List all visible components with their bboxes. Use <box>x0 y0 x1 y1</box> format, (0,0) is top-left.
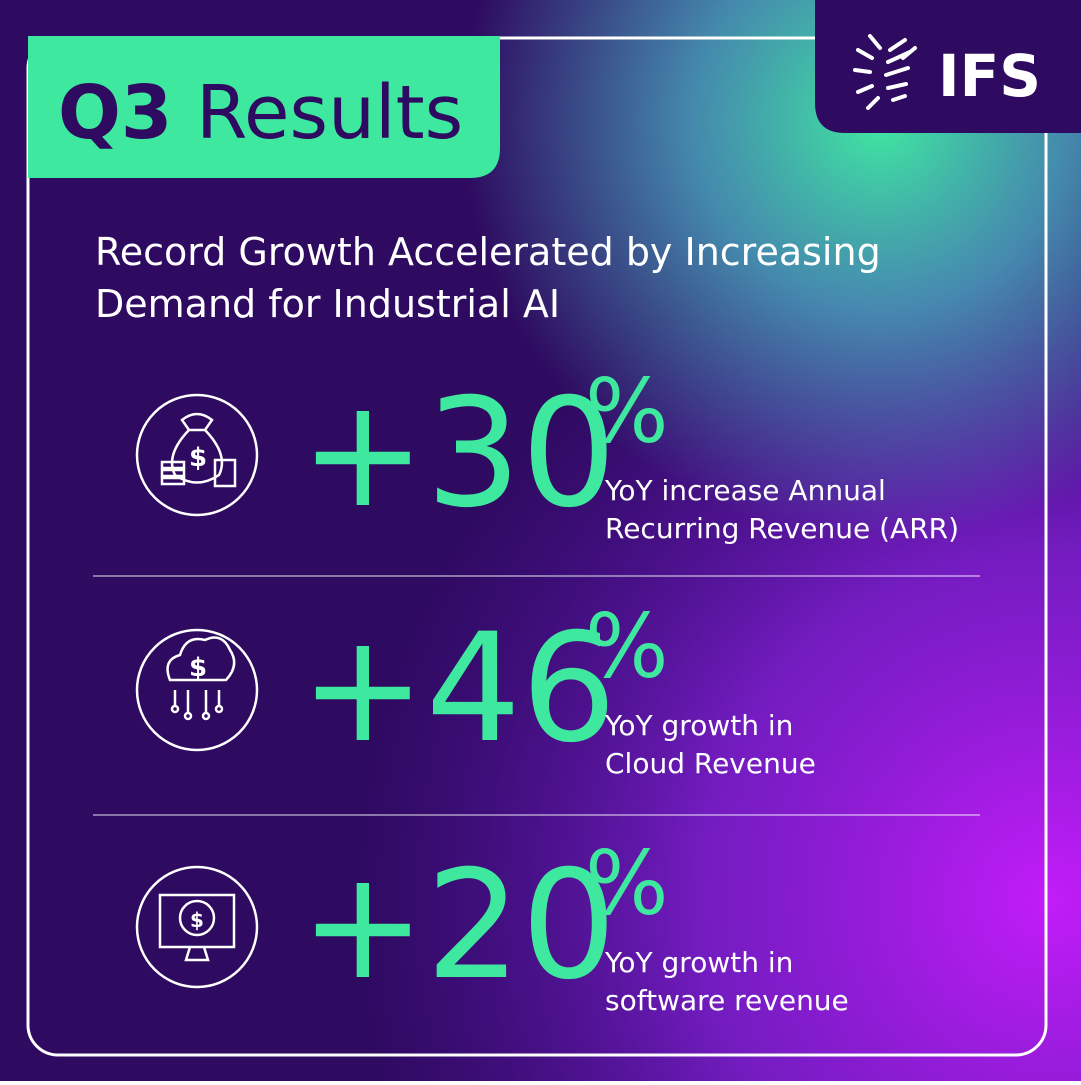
stat-unit: % <box>585 360 669 463</box>
stat-description: Recurring Revenue (ARR) <box>605 512 959 545</box>
stat-number: +30 <box>300 367 617 541</box>
stat-unit: % <box>585 832 669 935</box>
svg-text:$: $ <box>190 908 204 932</box>
title-bold: Q3 <box>58 70 172 156</box>
stat-number: +20 <box>300 839 617 1013</box>
stat-description: Cloud Revenue <box>605 747 816 780</box>
subtitle-line: Demand for Industrial AI <box>95 282 560 326</box>
title: Q3 Results <box>58 70 463 156</box>
stat-description: software revenue <box>605 984 849 1017</box>
svg-text:$: $ <box>189 653 207 683</box>
svg-text:$: $ <box>189 443 207 473</box>
icons <box>135 393 259 989</box>
logo-mark <box>853 34 917 110</box>
icon-dollars: $ $ $ <box>189 443 207 932</box>
subtitle-line: Record Growth Accelerated by Increasing <box>95 230 881 274</box>
stat-description: YoY growth in <box>604 946 793 979</box>
stat-description: YoY increase Annual <box>604 474 886 507</box>
logo-text: IFS <box>938 42 1041 110</box>
title-box <box>28 36 500 178</box>
title-rest: Results <box>196 70 463 156</box>
stat-unit: % <box>585 595 669 698</box>
frame <box>26 36 1048 1057</box>
stat-number: +46 <box>300 602 617 776</box>
stat-description: YoY growth in <box>604 709 793 742</box>
logo-box <box>815 0 1081 133</box>
